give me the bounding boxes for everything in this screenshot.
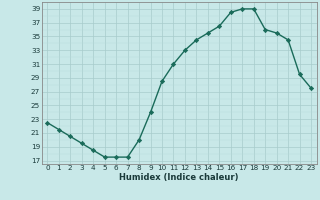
X-axis label: Humidex (Indice chaleur): Humidex (Indice chaleur) <box>119 173 239 182</box>
